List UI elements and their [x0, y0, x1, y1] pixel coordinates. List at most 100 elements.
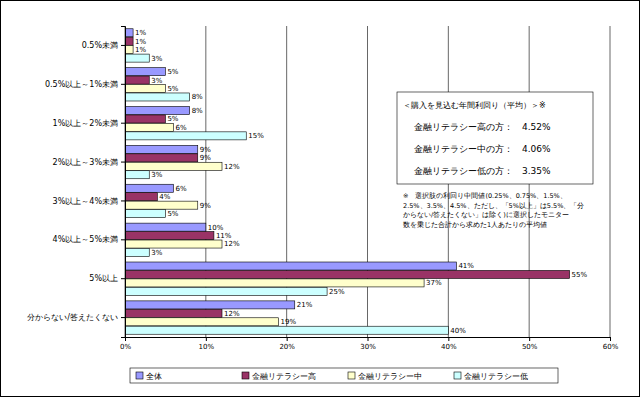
x-axis: 0% 10% 20% 30% 40% 50% 60% — [120, 337, 619, 351]
x-tick: 0% — [120, 337, 131, 351]
x-tick: 20% — [279, 337, 295, 351]
data-label: 40% — [450, 327, 466, 335]
y-tick: 4%以上～5%未満 — [53, 235, 125, 244]
y-tick-label: 3%以上～4%未満 — [53, 196, 118, 205]
data-label: 3% — [151, 171, 162, 179]
y-tick-mark — [121, 239, 125, 240]
bar — [125, 132, 246, 140]
x-axis-line — [126, 338, 611, 342]
y-tick-label: 4%以上～5%未満 — [53, 235, 118, 244]
data-label: 3% — [151, 77, 162, 85]
legend-label: 金融リテラシー中 — [358, 372, 422, 381]
footnote: 数を乗じた合計から求めた1人あたりの平均値 — [403, 221, 547, 229]
bar — [125, 93, 190, 101]
bar — [125, 115, 165, 123]
y-axis-line — [121, 27, 126, 338]
x-tick-label: 60% — [603, 343, 619, 351]
x-tick-mark — [287, 337, 288, 341]
data-label: 1% — [135, 29, 146, 37]
x-tick-label: 0% — [120, 343, 131, 351]
footnote: からない/答えたくない」は除く)に選択したモニター — [403, 211, 569, 219]
annotation-text: 金融リテラシー高の方： 4.52% — [414, 122, 551, 132]
x-tick-label: 50% — [522, 343, 538, 351]
bar — [125, 318, 279, 326]
data-label: 10% — [208, 224, 224, 232]
x-tick-mark — [610, 337, 611, 341]
footnote: 2.5%、3.5%、4.5%、ただし、「5%以上」は5.5%、「分 — [403, 202, 584, 210]
legend-label: 全体 — [146, 372, 162, 381]
plot: 1%5%8%9%6%10%41%21%1%3%5%9%4%11%55%12%1%… — [27, 26, 618, 351]
data-label: 15% — [248, 132, 264, 140]
y-tick: 0.5%以上～1%未満 — [45, 80, 125, 89]
x-tick: 60% — [603, 337, 619, 351]
data-label: 5% — [167, 210, 178, 218]
grid — [125, 26, 610, 337]
bar — [125, 76, 149, 84]
x-tick-mark — [529, 337, 530, 341]
data-label: 5% — [167, 68, 178, 76]
y-tick-mark — [121, 162, 125, 163]
bar — [125, 301, 295, 309]
y-tick-mark — [121, 123, 125, 124]
y-tick-label: 2%以上～3%未満 — [53, 158, 118, 167]
y-tick-label: 分からない/答えたくない — [27, 313, 118, 322]
bar — [125, 46, 133, 54]
legend-label: 金融リテラシー高 — [252, 372, 316, 381]
bar — [125, 171, 149, 179]
bar — [125, 162, 222, 170]
data-label: 4% — [159, 193, 170, 201]
data-label: 19% — [281, 318, 297, 326]
y-tick-label: 1%以上～2%未満 — [53, 119, 118, 128]
y-tick: 2%以上～3%未満 — [53, 158, 125, 167]
data-label: 6% — [176, 124, 187, 132]
legend-label: 金融リテラシー低 — [464, 372, 528, 381]
y-tick-mark — [121, 200, 125, 201]
data-label: 5% — [167, 115, 178, 123]
bar — [125, 68, 165, 76]
bar — [125, 309, 222, 317]
bar — [125, 232, 214, 240]
y-tick-mark — [121, 84, 125, 85]
y-tick: 1%以上～2%未満 — [53, 119, 125, 128]
legend-swatch — [136, 372, 143, 379]
bar — [125, 85, 165, 93]
y-tick-mark — [121, 278, 125, 279]
bar — [125, 107, 190, 115]
bar — [125, 37, 133, 45]
y-tick: 分からない/答えたくない — [27, 313, 125, 322]
chart-border — [1, 1, 640, 397]
legend-swatch — [454, 372, 461, 379]
bar — [125, 193, 157, 201]
legend-swatch — [242, 372, 249, 379]
data-label: 55% — [572, 271, 588, 279]
x-tick: 50% — [522, 337, 538, 351]
bar — [125, 262, 456, 270]
y-tick-label: 5%以上 — [89, 274, 118, 283]
x-tick: 30% — [360, 337, 376, 351]
x-tick-label: 30% — [360, 343, 376, 351]
annotation-text: 金融リテラシー低の方： 3.35% — [414, 166, 551, 176]
x-tick-label: 40% — [441, 343, 457, 351]
bar — [125, 240, 222, 248]
y-tick: 5%以上 — [89, 274, 125, 283]
y-tick: 0.5%未満 — [82, 41, 125, 50]
data-label: 21% — [297, 301, 313, 309]
annotation-text: ＜購入を見込む年間利回り（平均）＞※ — [403, 101, 546, 110]
bar — [125, 223, 206, 231]
data-label: 12% — [224, 240, 240, 248]
data-label: 12% — [224, 310, 240, 318]
legend: 全体 金融リテラシー高 金融リテラシー中 金融リテラシー低 — [130, 368, 558, 383]
bar — [125, 123, 174, 131]
y-axis: 0.5%未満 0.5%以上～1%未満 1%以上～2%未満 2%以上～3%未満 3%以上～… — [27, 27, 125, 338]
x-tick: 40% — [441, 337, 457, 351]
bar — [125, 287, 327, 295]
bar — [125, 154, 198, 162]
data-label: 9% — [200, 146, 211, 154]
bar — [125, 210, 165, 218]
x-tick-mark — [206, 337, 207, 341]
bar — [125, 326, 448, 334]
annotation-text: 金融リテラシー中の方： 4.06% — [414, 144, 551, 154]
x-tick: 10% — [199, 337, 215, 351]
x-tick-mark — [448, 337, 449, 341]
data-label: 37% — [426, 279, 442, 287]
